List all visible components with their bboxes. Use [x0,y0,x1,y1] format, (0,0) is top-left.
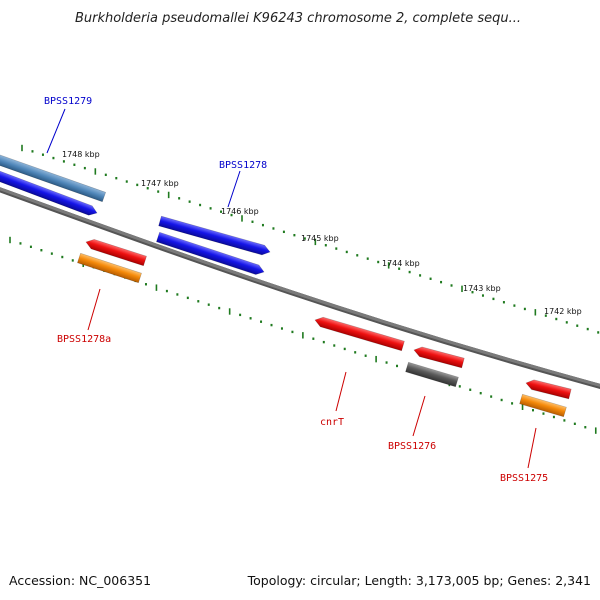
gene-label[interactable]: BPSS1279 [44,96,92,107]
gene-label[interactable]: BPSS1278a [57,334,111,345]
gene-BPSS1278-b[interactable] [156,231,265,276]
gene-BPSS1276[interactable] [405,361,459,388]
gene-cnrT[interactable] [314,315,405,352]
gene-arrow[interactable] [156,231,265,276]
callout-line [412,395,426,437]
gene-label[interactable]: BPSS1275 [500,473,548,484]
tick-layer [9,144,600,434]
ruler-label: 1746 kbp [221,207,259,216]
gene-steelblue-forward-gene[interactable] [0,149,107,203]
gene-BPSS1275-red[interactable] [525,378,572,400]
gene-arrow[interactable] [314,315,405,352]
gene-arrow[interactable] [519,393,567,418]
gene-label[interactable]: BPSS1276 [388,441,436,452]
ruler-label: 1743 kbp [463,284,501,293]
backbone-layer [0,187,600,389]
gene-arrow[interactable] [405,361,459,388]
gene-label[interactable]: cnrT [320,417,344,428]
gene-arrow[interactable] [0,149,107,203]
gene-arrow[interactable] [77,252,142,284]
ruler-label: 1742 kbp [544,307,582,316]
topology-text: Topology: circular; Length: 3,173,005 bp… [247,573,591,588]
callout-line [46,108,66,154]
gene-arrow[interactable] [525,378,572,400]
gene-BPSS1279[interactable] [0,166,99,217]
callout-line [87,288,101,331]
gene-BPSS1278a-red[interactable] [84,237,147,267]
gene-arrow[interactable] [84,237,147,267]
gene-BPSS1278a[interactable] [77,252,142,284]
gene-arrow[interactable] [413,345,465,369]
backbone-line [0,187,600,387]
callout-line [335,371,347,412]
gene-layer [0,149,572,418]
callout-layer: BPSS1279 BPSS1278 BPSS1278a cnrT BPSS1276 BPS… [44,96,548,484]
accession-text: Accession: NC_006351 [9,573,152,588]
gene-label[interactable]: BPSS1278 [219,160,267,171]
ruler-label: 1745 kbp [301,234,339,243]
gene-BPSS1278-a[interactable] [158,215,272,257]
ruler-label: 1747 kbp [141,179,179,188]
ruler-label-layer: 1748 kbp 1747 kbp 1746 kbp 1745 kbp 1744 kbp… [62,150,582,316]
gene-arrow[interactable] [158,215,272,257]
gene-BPSS1276-red[interactable] [413,345,465,369]
backbone-shadow [0,187,600,389]
callout-line [227,170,241,208]
gene-BPSS1275[interactable] [519,393,567,418]
callout-line [527,427,537,469]
map-title: Burkholderia pseudomallei K96243 chromos… [75,11,521,26]
ruler-label: 1748 kbp [62,150,100,159]
ruler-label: 1744 kbp [382,259,420,268]
gene-arrow[interactable] [0,166,99,217]
